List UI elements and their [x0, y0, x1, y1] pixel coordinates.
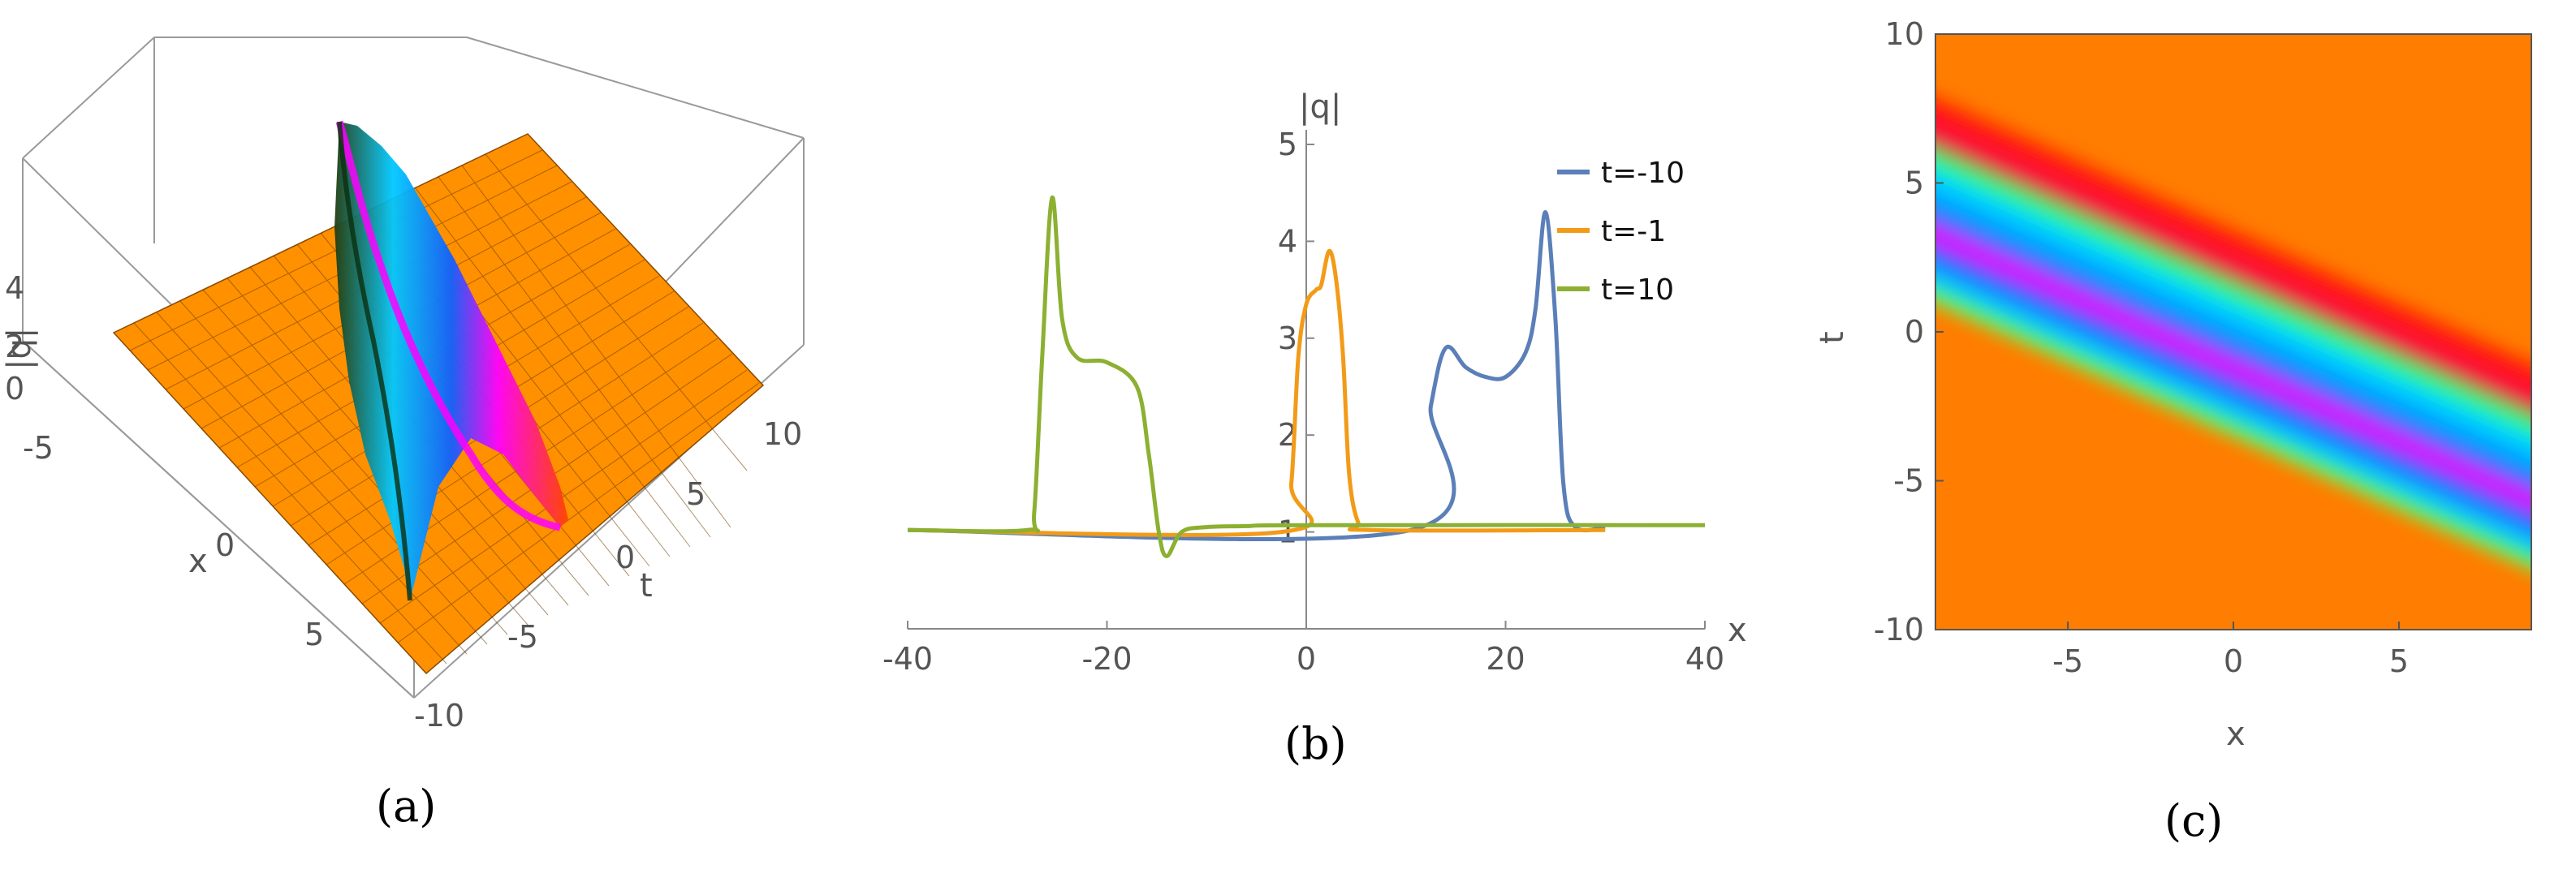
z-tick-0: 0	[5, 371, 24, 407]
caption-a: (a)	[376, 781, 436, 832]
panel-c: -5 0 5 -10 -5 0 5 10 x t	[1814, 16, 2532, 753]
x-tick-5: 5	[304, 617, 324, 652]
c-x-tick-label: -5	[2052, 643, 2083, 679]
t-axis-label: t	[640, 567, 653, 604]
c-y-tick-label: 5	[1905, 166, 1924, 201]
c-y-tick-label: -10	[1874, 612, 1924, 647]
series-line-2	[907, 196, 1706, 558]
b-x-tick-label: 40	[1685, 641, 1724, 677]
legend-label-0: t=-10	[1601, 157, 1685, 190]
t-tick-neg10: -10	[414, 698, 464, 733]
b-x-tick-label: -40	[882, 641, 933, 677]
b-y-tick-label: 4	[1278, 223, 1297, 259]
t-tick-neg5: -5	[507, 619, 538, 655]
c-x-tick-label: 5	[2389, 643, 2409, 679]
x-tick-neg5: -5	[23, 430, 54, 466]
c-y-tick-label: 0	[1905, 314, 1924, 350]
z-tick-2: 2	[5, 329, 24, 364]
series-line-1	[907, 248, 1606, 537]
c-x-tick-label: 0	[2224, 643, 2243, 679]
b-y-tick-label: 3	[1278, 320, 1297, 356]
heatmap-band	[1935, 34, 2531, 630]
b-x-axis-label: x	[1728, 612, 1747, 649]
wave-front	[337, 121, 412, 601]
wave-ridge	[334, 122, 568, 600]
t-tick-5: 5	[686, 476, 705, 512]
legend-label-1: t=-1	[1601, 215, 1666, 248]
z-axis-label: |q|	[1, 328, 38, 370]
x-axis-label: x	[188, 543, 208, 580]
t-tick-0: 0	[615, 540, 635, 575]
panel-a: 4 2 0 |q| -5 0 5 x 10 5 0 t -5 -10	[1, 37, 805, 733]
b-x-tick-label: 20	[1486, 641, 1525, 677]
x-tick-0: 0	[215, 527, 235, 563]
b-y-tick-label: 5	[1278, 127, 1297, 162]
wave-crest	[335, 120, 561, 531]
c-y-tick-label: 10	[1885, 16, 1924, 52]
c-y-axis-label: t	[1814, 331, 1851, 344]
caption-b: (b)	[1284, 718, 1347, 769]
b-x-tick-label: 0	[1297, 641, 1316, 677]
series-line-0	[907, 210, 1606, 542]
t-tick-10: 10	[763, 416, 802, 452]
c-x-axis-label: x	[2226, 716, 2246, 753]
b-y-axis-label: |q|	[1299, 88, 1341, 126]
legend-label-2: t=10	[1601, 273, 1674, 307]
caption-c: (c)	[2164, 795, 2223, 846]
c-y-tick-label: -5	[1893, 463, 1924, 499]
z-tick-4: 4	[5, 270, 24, 306]
b-x-tick-label: -20	[1081, 641, 1132, 677]
